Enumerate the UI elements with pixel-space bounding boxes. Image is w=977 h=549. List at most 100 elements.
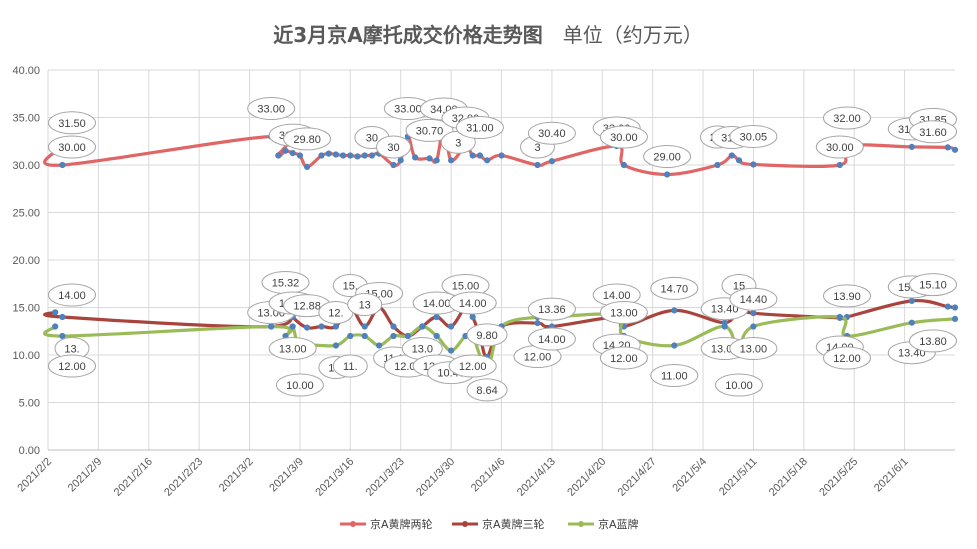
data-label: 30.05	[740, 132, 768, 144]
data-label: 30.00	[58, 142, 86, 154]
data-label: 12.00	[833, 353, 861, 365]
data-label: 13.0	[412, 344, 433, 356]
data-point	[390, 332, 397, 340]
data-label: 13.00	[740, 344, 768, 356]
data-point	[548, 158, 556, 165]
y-tick-label: 25.00	[12, 208, 40, 220]
data-label: 30.00	[826, 142, 854, 154]
data-point	[944, 144, 951, 151]
data-point	[332, 342, 339, 349]
data-label: 11.00	[661, 371, 688, 383]
data-label-bubble	[455, 116, 504, 139]
data-point	[750, 323, 757, 330]
data-point	[469, 313, 476, 321]
chart-subtitle: 单位（约万元）	[563, 23, 703, 47]
data-label: 31.50	[58, 118, 86, 130]
legend-swatch-marker	[350, 521, 356, 527]
data-point	[347, 332, 354, 340]
data-label: 33.00	[257, 104, 285, 116]
legend-item-3: 京A蓝牌	[568, 517, 639, 531]
data-label: 13.90	[833, 291, 861, 303]
data-point	[59, 313, 66, 321]
data-point	[671, 307, 678, 314]
data-point	[498, 152, 505, 159]
data-point	[282, 147, 289, 154]
data-label: 33.00	[394, 104, 422, 116]
data-point	[433, 332, 440, 340]
data-label: 31.00	[466, 123, 494, 135]
data-label: 12.00	[610, 353, 638, 365]
data-label-bubble	[729, 125, 778, 148]
data-label-bubble	[909, 273, 957, 297]
data-point	[318, 323, 325, 330]
data-label: 12.	[328, 308, 343, 320]
data-point	[484, 157, 491, 164]
data-label-bubble	[283, 127, 332, 151]
data-label: 15.00	[452, 281, 480, 293]
data-label: 30	[387, 142, 399, 154]
data-label: 32.00	[833, 113, 861, 125]
data-point	[951, 315, 959, 322]
data-point	[664, 171, 671, 178]
data-label: 13.40	[898, 348, 926, 360]
data-label: 14.00	[58, 290, 86, 302]
data-label: 12.00	[58, 361, 86, 373]
data-point	[735, 157, 743, 164]
data-label-bubble	[405, 118, 454, 142]
data-point	[951, 146, 959, 153]
data-label-bubble	[48, 111, 96, 135]
data-point	[750, 161, 757, 168]
data-label-bubble	[275, 373, 324, 397]
data-point	[390, 161, 397, 169]
data-point	[59, 332, 66, 340]
data-label-bubble	[247, 97, 296, 120]
chart-title-main: 近3月京A摩托成交价格走势图	[273, 23, 542, 47]
data-label-bubble	[527, 327, 576, 351]
data-label-bubble	[332, 354, 368, 378]
data-label: 14.00	[459, 298, 487, 310]
data-label: 29.80	[293, 134, 321, 146]
data-label: 11.	[343, 361, 357, 373]
data-point	[951, 304, 959, 311]
data-label-bubble	[823, 346, 871, 370]
data-label-bubble	[815, 135, 864, 159]
gridlines	[47, 69, 955, 451]
data-point	[404, 332, 411, 340]
data-point	[361, 152, 368, 159]
data-label: 12.00	[524, 352, 552, 364]
data-label: 10.00	[286, 380, 314, 392]
data-label-bubble	[909, 329, 957, 353]
y-tick-label: 35.00	[12, 113, 40, 125]
data-label-bubble	[48, 135, 96, 159]
data-label-bubble	[466, 378, 508, 402]
data-label-bubble	[650, 364, 699, 387]
data-label: 8.64	[476, 385, 497, 397]
data-point	[469, 152, 476, 159]
data-label-bubble	[527, 297, 576, 321]
y-tick-label: 10.00	[12, 350, 40, 362]
data-point	[836, 313, 843, 321]
data-point	[419, 323, 426, 330]
data-point	[433, 313, 440, 321]
data-label: 30.70	[416, 125, 444, 137]
data-point	[721, 323, 728, 330]
data-label-bubble	[48, 283, 96, 307]
data-point	[908, 319, 915, 326]
data-point	[448, 347, 455, 354]
data-point	[304, 163, 311, 170]
legend-item-1: 京A黄牌两轮	[340, 517, 433, 531]
data-point	[275, 152, 282, 159]
data-label-bubble	[448, 291, 497, 315]
legend: 京A黄牌两轮 京A黄牌三轮 京A蓝牌	[340, 517, 639, 531]
data-label: 13.00	[610, 308, 638, 320]
data-point	[354, 153, 361, 160]
data-label: 13.	[64, 344, 79, 356]
data-point	[304, 324, 311, 331]
data-point	[361, 332, 368, 340]
data-label: 15.10	[919, 280, 947, 292]
data-point	[944, 303, 951, 310]
data-label-bubble	[599, 301, 648, 324]
data-point	[750, 310, 757, 317]
y-tick-label: 0.00	[19, 445, 40, 457]
